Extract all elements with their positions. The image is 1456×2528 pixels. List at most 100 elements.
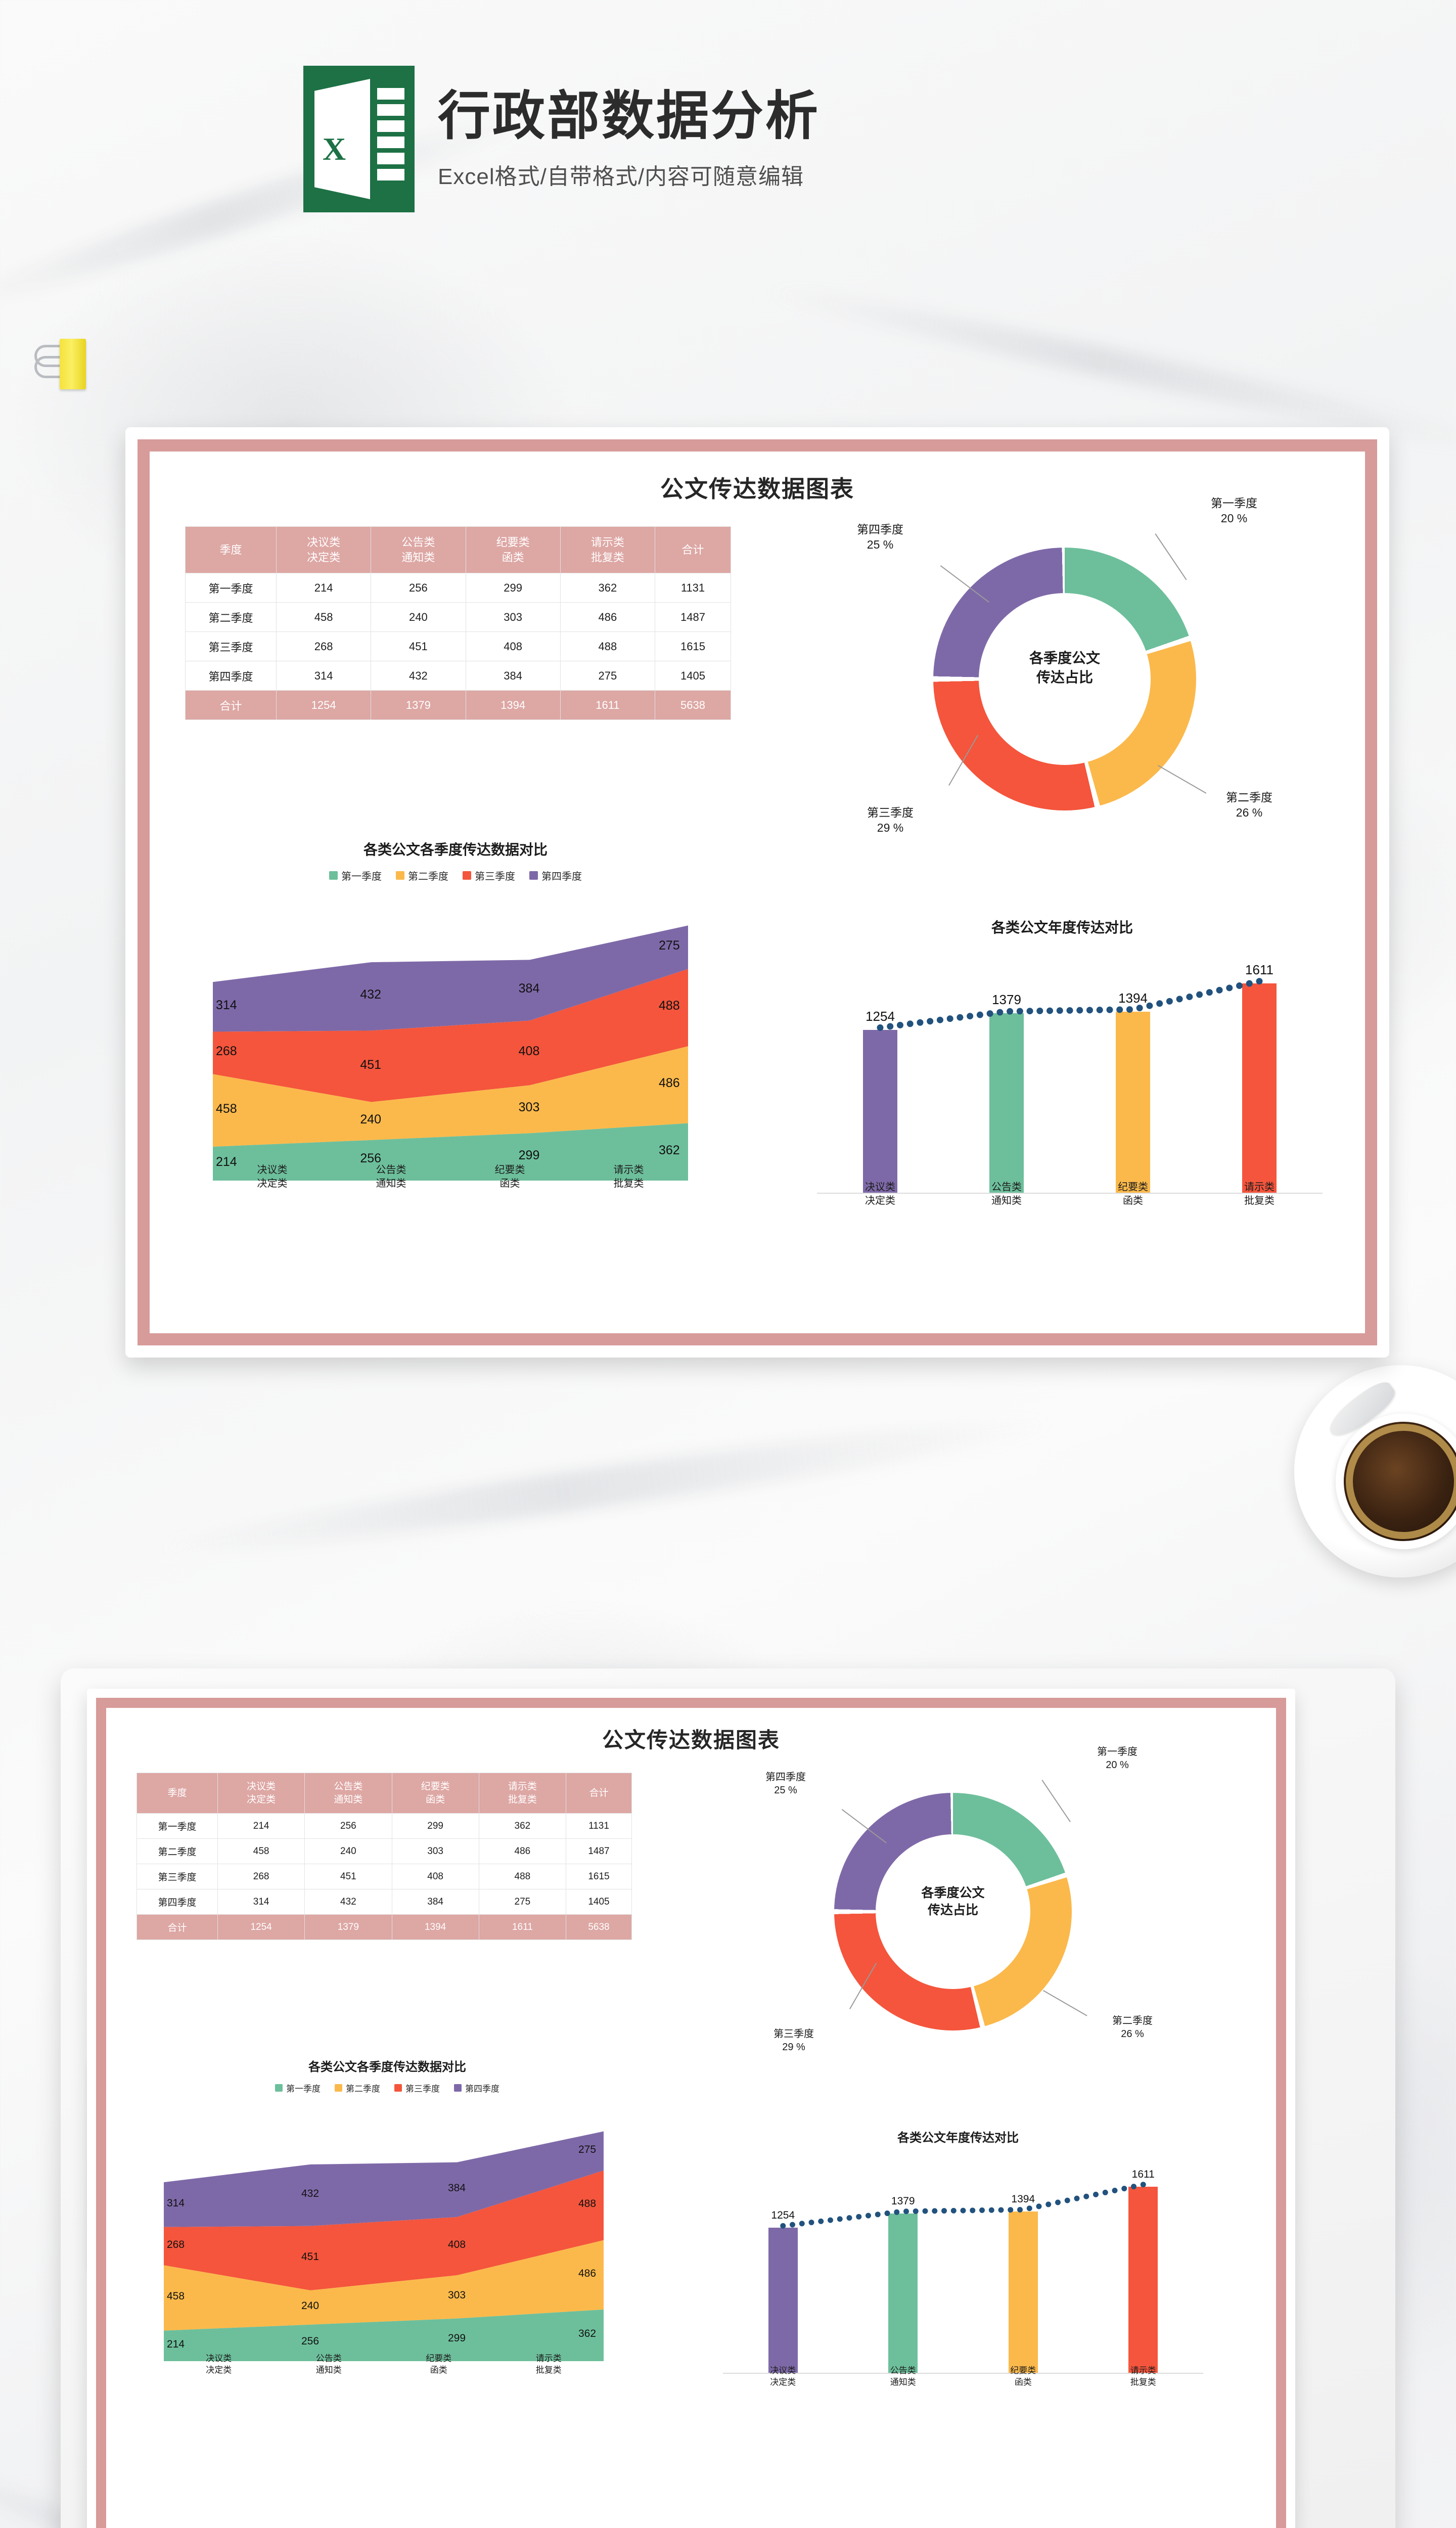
legend-item: 第一季度 bbox=[275, 2082, 321, 2094]
donut-leader-q1 bbox=[1155, 533, 1187, 580]
cell-value: 303 bbox=[465, 602, 561, 632]
cell-value: 458 bbox=[276, 602, 372, 632]
cell-value: 458 bbox=[217, 1838, 305, 1864]
cell-value: 1394 bbox=[465, 690, 561, 720]
area-value-label: 384 bbox=[448, 2182, 466, 2194]
bar-x-axis: 决议类 决定类 公告类 通知类 纪要类 函类 请示类 批复类 bbox=[817, 1181, 1323, 1208]
cell-label: 第二季度 bbox=[185, 602, 277, 632]
area-value-label: 408 bbox=[448, 2238, 466, 2250]
axis-tick-label: 公告类 通知类 bbox=[376, 1164, 406, 1189]
cell-value: 451 bbox=[304, 1864, 392, 1889]
cell-value: 408 bbox=[465, 631, 561, 661]
binder-clip-icon bbox=[29, 334, 110, 394]
area-value-label: 256 bbox=[360, 1151, 382, 1166]
page-header: X 行政部数据分析 Excel格式/自带格式/内容可随意编辑 bbox=[303, 66, 820, 212]
legend-label: 第一季度 bbox=[286, 2084, 321, 2094]
th-jueyi: 决议类 决定类 bbox=[217, 1773, 305, 1814]
cell-value: 384 bbox=[465, 661, 561, 691]
area-value-label: 458 bbox=[167, 2290, 185, 2303]
area-chart-title: 各类公文各季度传达数据对比 bbox=[363, 842, 548, 857]
cell-value: 1611 bbox=[560, 690, 656, 720]
worksheet-panel-top[interactable]: 公文传达数据图表 季度 决议类 决定类 公告类 通知类 纪要类 函类 请示类 批复类 合… bbox=[125, 427, 1389, 1358]
area-x-axis: 决议类 决定类 公告类 通知类 纪要类 函类 请示类 批复类 bbox=[213, 1163, 688, 1191]
area-value-label: 299 bbox=[448, 2332, 466, 2344]
bar-chart-bottom[interactable]: 各类公文年度传达对比 1254 1379 1394 1611 决议类 决定类 公告类 通知类… bbox=[672, 2128, 1244, 2471]
marble-vein bbox=[153, 1403, 1060, 1570]
legend-item: 第一季度 bbox=[329, 868, 382, 883]
bar bbox=[768, 2228, 798, 2373]
area-value-label: 432 bbox=[360, 987, 382, 1002]
worksheet-panel-bottom[interactable]: 公文传达数据图表 季度 决议类 决定类 公告类 通知类 纪要类 函类 请示类 批复类 合… bbox=[87, 1689, 1295, 2528]
area-value-label: 268 bbox=[167, 2238, 185, 2250]
cell-label: 第二季度 bbox=[136, 1838, 218, 1864]
cell-value: 1394 bbox=[391, 1914, 479, 1940]
legend-item: 第二季度 bbox=[396, 868, 448, 883]
cell-value: 299 bbox=[391, 1813, 479, 1839]
area-value-label: 488 bbox=[659, 999, 680, 1013]
legend-swatch-q3 bbox=[463, 871, 471, 880]
excel-logo-icon: X bbox=[303, 66, 415, 212]
excel-logo-letter: X bbox=[323, 131, 346, 167]
bar bbox=[1242, 983, 1277, 1193]
cell-value: 432 bbox=[371, 661, 466, 691]
table-row: 第一季度 214 256 299 362 1131 bbox=[136, 1813, 632, 1839]
legend-label: 第四季度 bbox=[465, 2084, 499, 2094]
bar bbox=[1116, 1011, 1150, 1193]
cell-value: 268 bbox=[217, 1864, 305, 1889]
cell-value: 256 bbox=[304, 1813, 392, 1839]
area-value-label: 299 bbox=[518, 1148, 540, 1162]
area-value-label: 384 bbox=[518, 981, 540, 996]
area-value-label: 275 bbox=[578, 2143, 597, 2155]
axis-tick-label: 公告类 通知类 bbox=[890, 2366, 916, 2387]
report-content-bottom: 公文传达数据图表 季度 决议类 决定类 公告类 通知类 纪要类 函类 请示类 批复类 合… bbox=[106, 1708, 1276, 2528]
area-value-label: 214 bbox=[167, 2338, 185, 2351]
axis-tick-label: 决议类 决定类 bbox=[257, 1164, 288, 1189]
table-row: 第三季度 268 451 408 488 1615 bbox=[136, 1864, 632, 1889]
table-total-row: 合计 1254 1379 1394 1611 5638 bbox=[185, 690, 731, 720]
table-row: 第二季度 458 240 303 486 1487 bbox=[136, 1838, 632, 1864]
bar-chart-title: 各类公文年度传达对比 bbox=[991, 920, 1133, 935]
cell-value: 432 bbox=[304, 1889, 392, 1915]
bar-chart-title: 各类公文年度传达对比 bbox=[897, 2131, 1019, 2145]
bar-chart-top[interactable]: 各类公文年度传达对比 1254 1379 1394 1611 决议类 决定类 公告类 通知类… bbox=[761, 917, 1363, 1291]
area-chart-top[interactable]: 各类公文各季度传达数据对比 第一季度 第二季度 第三季度 第四季度 决议类 决定类… bbox=[170, 836, 741, 1291]
donut-chart-bottom[interactable]: 各季度公文 传达占比 第一季度 20 % 第二季度 26 % 第三季度 29 % 第四… bbox=[677, 1733, 1244, 2107]
data-table-wrapper[interactable]: 季度 决议类 决定类 公告类 通知类 纪要类 函类 请示类 批复类 合计 第一季度 214… bbox=[185, 526, 731, 720]
donut-label-q4: 第四季度 25 % bbox=[857, 523, 903, 551]
axis-tick-label: 公告类 通知类 bbox=[991, 1182, 1022, 1206]
legend-label: 第二季度 bbox=[346, 2084, 380, 2094]
donut-hole bbox=[979, 593, 1151, 765]
bar-value-label: 1394 bbox=[1118, 990, 1148, 1006]
cell-value: 268 bbox=[276, 631, 372, 661]
donut-label-q2: 第二季度 26 % bbox=[1112, 2015, 1153, 2040]
cell-total: 1487 bbox=[566, 1838, 632, 1864]
bar-value-label: 1611 bbox=[1131, 2168, 1155, 2180]
cell-total: 1131 bbox=[566, 1813, 632, 1839]
bar bbox=[1128, 2186, 1158, 2373]
cell-label: 合计 bbox=[185, 690, 277, 720]
cell-value: 214 bbox=[217, 1813, 305, 1839]
donut-label-q4: 第四季度 25 % bbox=[765, 1772, 806, 1796]
cell-value: 1254 bbox=[276, 690, 372, 720]
area-chart-bottom[interactable]: 各类公文各季度传达数据对比 第一季度 第二季度 第三季度 第四季度 决议类 决定类… bbox=[124, 2057, 650, 2471]
axis-tick-label: 纪要类 函类 bbox=[494, 1164, 525, 1189]
area-value-label: 303 bbox=[518, 1100, 540, 1115]
area-value-label: 451 bbox=[301, 2250, 320, 2263]
cell-value: 1611 bbox=[478, 1914, 567, 1940]
cell-value: 314 bbox=[217, 1889, 305, 1915]
cell-value: 240 bbox=[371, 602, 466, 632]
axis-tick-label: 决议类 决定类 bbox=[206, 2354, 232, 2375]
cell-value: 303 bbox=[391, 1838, 479, 1864]
th-total: 合计 bbox=[655, 526, 731, 573]
axis-tick-label: 公告类 通知类 bbox=[315, 2354, 342, 2375]
legend-item: 第四季度 bbox=[529, 868, 582, 883]
area-value-label: 240 bbox=[360, 1112, 382, 1126]
area-value-label: 362 bbox=[659, 1143, 680, 1157]
donut-chart-top[interactable]: 各季度公文 传达占比 第一季度 20 % 第二季度 26 % 第三季度 29 % 第 bbox=[766, 482, 1363, 886]
data-table-wrapper[interactable]: 季度 决议类 决定类 公告类 通知类 纪要类 函类 请示类 批复类 合计 第一季度 214… bbox=[136, 1773, 632, 1940]
cell-total: 1487 bbox=[655, 602, 731, 632]
legend-label: 第一季度 bbox=[341, 871, 382, 882]
legend-item: 第二季度 bbox=[335, 2082, 380, 2094]
th-quarter: 季度 bbox=[185, 526, 277, 573]
cell-value: 314 bbox=[276, 661, 372, 691]
